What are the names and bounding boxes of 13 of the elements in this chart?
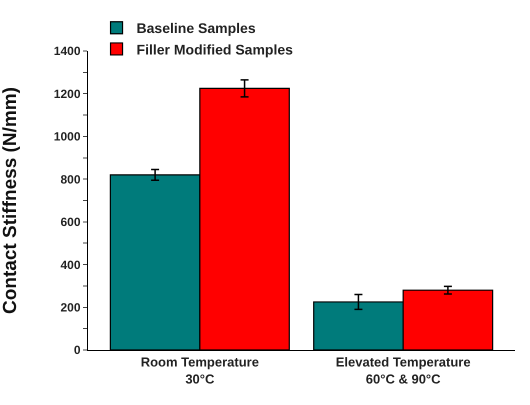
y-tick-label: 1400: [54, 44, 81, 58]
y-tick-label: 400: [60, 258, 81, 272]
y-tick-label: 1000: [54, 130, 81, 144]
x-tick-label: Room Temperature 30°C: [140, 354, 259, 387]
x-tick-label: Elevated Temperature 60°C & 90°C: [336, 354, 471, 387]
y-tick-label: 800: [60, 172, 81, 186]
y-tick-label: 200: [60, 300, 81, 314]
legend-label: Filler Modified Samples: [136, 41, 294, 58]
y-tick-label: 600: [60, 215, 81, 230]
y-tick-label: 1200: [54, 86, 81, 101]
y-tick-label: 0: [74, 343, 81, 358]
y-axis-title: Contact Stiffness (N/mm): [0, 87, 21, 314]
legend-label: Baseline Samples: [136, 20, 256, 36]
